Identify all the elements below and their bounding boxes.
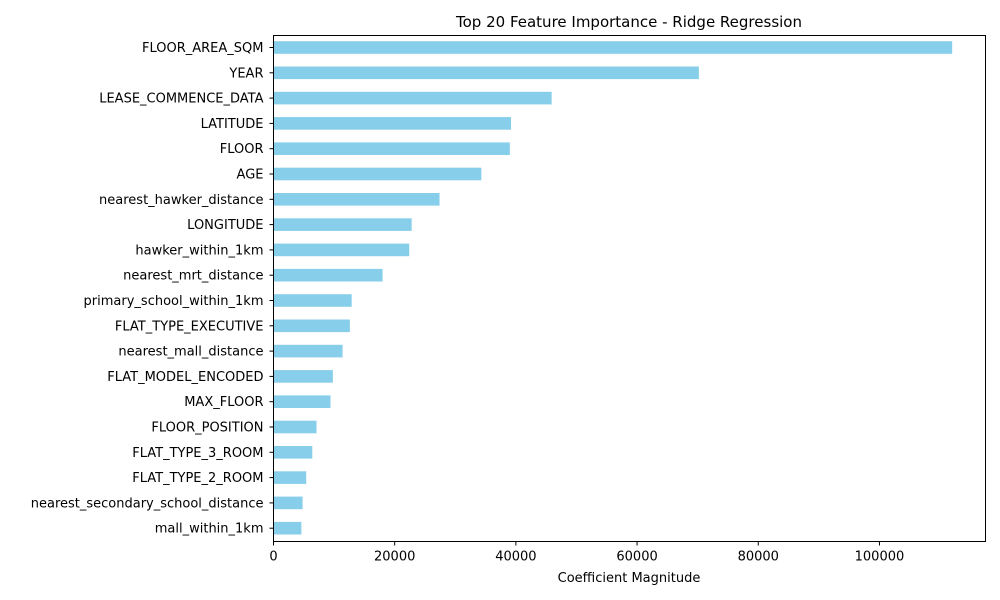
bar-floor-position	[273, 420, 317, 434]
y-tick-label: AGE	[237, 168, 264, 183]
plot-frame	[273, 35, 986, 542]
bar-floor-area-sqm	[273, 41, 953, 54]
y-tick-labels: FLOOR_AREA_SQM YEAR LEASE_COMMENCE_DATA LAT…	[31, 41, 274, 537]
chart-title: Top 20 Feature Importance - Ridge Regres…	[455, 13, 802, 31]
y-tick-label: FLOOR_POSITION	[151, 421, 263, 436]
bar-nearest-mrt-distance	[273, 268, 383, 282]
x-tick-label: 100000	[855, 550, 905, 565]
x-axis-ticks: 0 20000 40000 60000 80000 100000	[269, 541, 905, 565]
x-tick-label: 40000	[495, 550, 536, 565]
y-tick-label: primary_school_within_1km	[84, 294, 264, 309]
y-tick-label: LONGITUDE	[187, 218, 263, 233]
y-tick-label: FLOOR	[220, 142, 264, 157]
y-tick-label: mall_within_1km	[155, 522, 264, 537]
y-tick-label: FLAT_TYPE_2_ROOM	[132, 471, 263, 486]
y-tick-label: YEAR	[228, 66, 263, 81]
x-axis-label: Coefficient Magnitude	[558, 571, 701, 586]
y-tick-label: LATITUDE	[201, 117, 264, 132]
y-tick-label: FLAT_MODEL_ENCODED	[107, 370, 263, 385]
bar-flat-model-encoded	[273, 370, 333, 383]
y-tick-label: nearest_secondary_school_distance	[31, 496, 264, 511]
bar-flat-type-2-room	[273, 471, 307, 484]
bar-mall-within-1km	[273, 521, 302, 535]
bar-max-floor	[273, 395, 331, 408]
x-tick-label: 80000	[738, 550, 779, 565]
bar-flat-type-3-room	[273, 446, 313, 459]
bar-primary-school-within-1km	[273, 294, 352, 307]
bar-floor	[273, 142, 510, 155]
y-tick-label: nearest_hawker_distance	[99, 193, 263, 208]
y-tick-label: nearest_mrt_distance	[123, 269, 263, 284]
bar-lease-commence-data	[273, 91, 552, 105]
y-tick-label: FLOOR_AREA_SQM	[142, 41, 264, 56]
bar-age	[273, 167, 482, 181]
bar-nearest-hawker-distance	[273, 193, 440, 206]
y-tick-label: FLAT_TYPE_3_ROOM	[132, 446, 263, 461]
bar-flat-type-executive	[273, 319, 350, 333]
y-tick-label: LEASE_COMMENCE_DATA	[99, 92, 263, 107]
y-tick-label: hawker_within_1km	[135, 243, 263, 258]
bar-longitude	[273, 218, 412, 231]
x-tick-label: 20000	[374, 550, 415, 565]
x-tick-label: 0	[269, 550, 277, 565]
y-tick-label: MAX_FLOOR	[184, 395, 263, 410]
y-tick-label: FLAT_TYPE_EXECUTIVE	[115, 319, 264, 334]
x-tick-label: 60000	[616, 550, 657, 565]
bar-latitude	[273, 117, 512, 130]
bar-year	[273, 66, 699, 80]
y-tick-label: nearest_mall_distance	[118, 345, 263, 360]
bar-nearest-mall-distance	[273, 344, 343, 358]
bars-group	[273, 41, 953, 535]
bar-nearest-secondary-school-distance	[273, 496, 303, 510]
bar-hawker-within-1km	[273, 243, 410, 257]
